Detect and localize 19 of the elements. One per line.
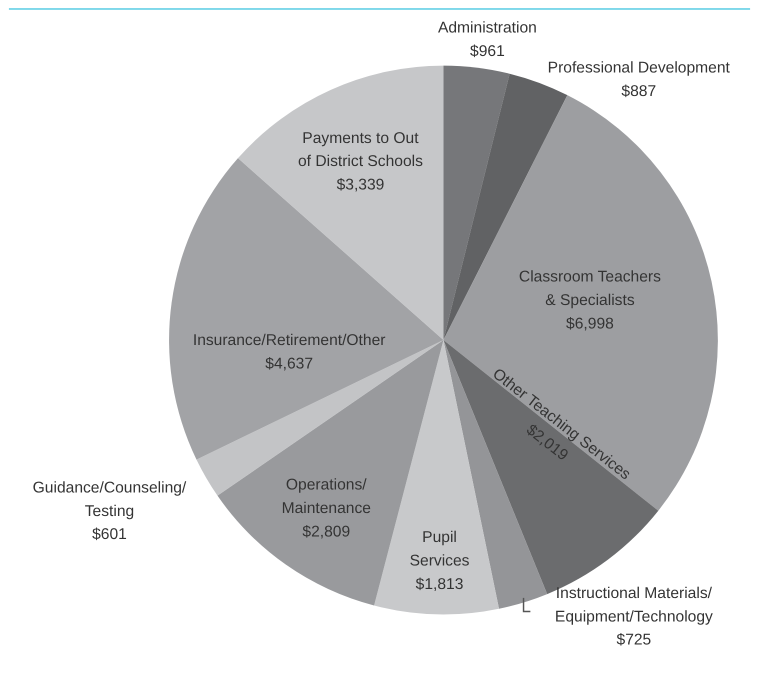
data-label: $961	[470, 42, 505, 60]
slice-label: Administration	[438, 19, 537, 36]
data-label: $2,809	[302, 523, 350, 540]
slice-label: Guidance/Counseling/ Testing	[32, 479, 187, 520]
pie-slice	[443, 66, 510, 340]
slice-label: Pupil Services	[410, 529, 470, 570]
data-label: $6,998	[566, 315, 614, 332]
slice-label: Classroom Teachers & Specialists	[518, 268, 662, 309]
data-label: $887	[621, 82, 656, 100]
data-label: $1,813	[416, 576, 464, 594]
data-label: $4,637	[265, 355, 314, 372]
slice-label: Instructional Materials/ Equipment/Technology	[554, 584, 714, 626]
data-label: $601	[92, 526, 127, 544]
data-label: $725	[616, 632, 652, 649]
slice-label: Payments to Out of District Schools	[298, 130, 424, 170]
slice-label: Insurance/Retirement/Other	[192, 332, 386, 349]
data-label: $3,339	[336, 176, 384, 194]
slice-label: Professional Development	[548, 59, 731, 76]
slice-label: Operations/ Maintenance	[282, 476, 371, 517]
